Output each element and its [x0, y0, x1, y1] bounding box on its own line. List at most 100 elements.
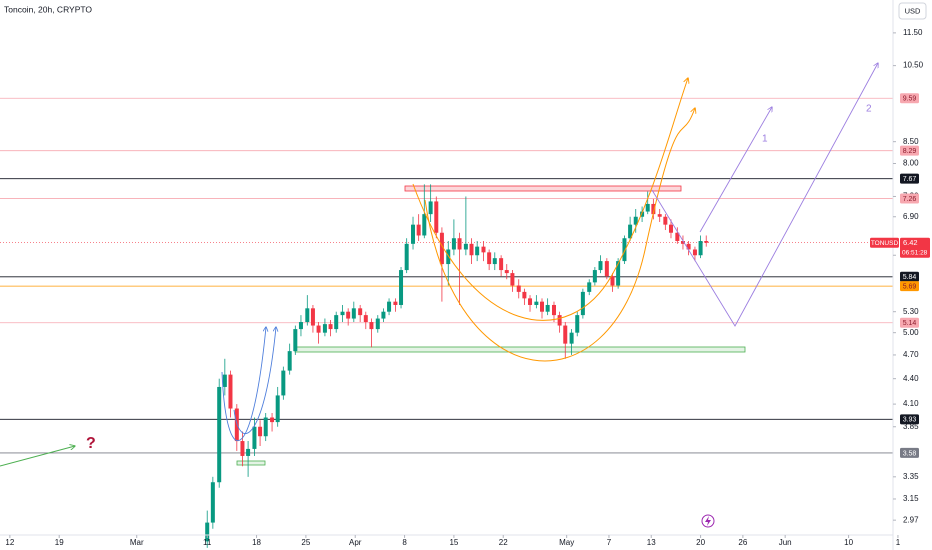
x-tick-label: 1 — [896, 538, 901, 547]
support-box — [294, 346, 746, 353]
candle-body — [686, 243, 691, 250]
candle-body — [698, 241, 703, 256]
candles — [205, 184, 709, 548]
candle-body — [363, 315, 368, 323]
annotation: 1 — [762, 134, 768, 145]
projection-2 — [651, 63, 878, 327]
candle-body — [540, 301, 545, 312]
green-arrow — [0, 446, 75, 467]
symbol-badge — [870, 237, 899, 248]
y-tick-label: 3.85 — [903, 422, 919, 431]
level-badge — [900, 93, 919, 104]
candle-body — [504, 270, 509, 274]
badges: 9.59 8.29 7.67 7.26 5.84 5.69 5.14 3.93 3.58 TONU… — [870, 93, 930, 458]
candle-body — [657, 214, 662, 217]
x-tick-label: 10 — [844, 538, 853, 547]
x-tick-label: Jun — [779, 538, 792, 547]
candle-body — [287, 351, 292, 371]
x-tick-label: May — [559, 538, 574, 547]
y-tick-label: 5.30 — [903, 307, 919, 316]
candle-body — [434, 201, 439, 233]
candle-body — [457, 238, 462, 250]
x-tick-label: 25 — [301, 538, 310, 547]
candle-body — [551, 304, 556, 316]
candle-body — [481, 246, 486, 253]
candle-body — [680, 241, 685, 244]
level-label: 5.84 — [903, 274, 917, 281]
candle-body — [534, 301, 539, 305]
level-badge — [900, 447, 919, 458]
x-tick-label: 26 — [738, 538, 747, 547]
candle-body — [668, 224, 673, 233]
candle-body — [270, 417, 275, 423]
candle-body — [563, 325, 568, 344]
candle-body — [298, 322, 303, 330]
candle-body — [692, 249, 697, 256]
x-tick-label: 8 — [402, 538, 407, 547]
candle-body — [381, 311, 386, 319]
x-tick-label: 12 — [5, 538, 14, 547]
candle-body — [645, 203, 650, 212]
candle-body — [387, 301, 392, 312]
candle-body — [422, 214, 427, 236]
candle-body — [246, 448, 251, 456]
candle-body — [217, 386, 222, 483]
annotation: 2 — [866, 104, 872, 115]
candle-body — [234, 408, 239, 442]
candle-body — [598, 261, 603, 271]
candle-body — [322, 324, 327, 333]
projection-1 — [699, 107, 772, 233]
candle-body — [369, 322, 374, 330]
candle-body — [263, 417, 268, 437]
candle-body — [358, 308, 363, 316]
candle-body — [240, 441, 245, 456]
x-tick-label: 18 — [252, 538, 261, 547]
y-tick-label: 8.00 — [903, 159, 919, 168]
candle-body — [334, 315, 339, 330]
candle-body — [310, 308, 315, 326]
level-label: 7.26 — [903, 196, 917, 203]
candle-body — [528, 298, 533, 305]
level-badge — [900, 193, 919, 204]
candle-body — [592, 270, 597, 283]
level-badge — [900, 317, 919, 328]
candle-body — [293, 329, 298, 352]
symbol-label: TONUSD — [871, 240, 899, 247]
candle-body — [516, 285, 521, 292]
candle-body — [492, 258, 497, 265]
candle-body — [252, 426, 257, 449]
candle-body — [604, 261, 609, 277]
level-label: 9.59 — [903, 96, 917, 103]
candle-body — [205, 522, 210, 542]
y-tick-label: 8.50 — [903, 137, 919, 146]
annotation: ? — [86, 435, 96, 452]
candle-body — [522, 291, 527, 299]
candle-body — [375, 318, 380, 330]
candle-body — [663, 216, 668, 225]
candle-body — [228, 374, 233, 409]
event-icon[interactable] — [701, 514, 715, 528]
countdown: 06:51:28 — [902, 249, 928, 256]
candle-body — [428, 201, 433, 215]
candle-body — [340, 311, 345, 316]
last-price-badge — [900, 237, 930, 258]
last-price-label: 6.42 — [903, 238, 918, 247]
blue-arc — [233, 327, 276, 434]
currency-box[interactable] — [898, 2, 927, 20]
candle-body — [416, 224, 421, 236]
level-label: 3.93 — [903, 417, 917, 424]
x-tick-label: 20 — [696, 538, 705, 547]
candle-body — [487, 252, 492, 265]
level-badge — [900, 173, 919, 184]
candle-body — [210, 482, 215, 523]
support-box-small — [236, 460, 266, 466]
orange-arc — [424, 108, 695, 362]
candle-body — [575, 315, 580, 333]
x-tick-label: 19 — [55, 538, 64, 547]
y-tick-label: 2.97 — [903, 515, 919, 524]
level-label: 5.69 — [903, 283, 917, 290]
level-label: 8.29 — [903, 148, 917, 155]
candle-body — [446, 249, 451, 265]
candle-body — [545, 304, 550, 312]
candle-body — [587, 282, 592, 292]
